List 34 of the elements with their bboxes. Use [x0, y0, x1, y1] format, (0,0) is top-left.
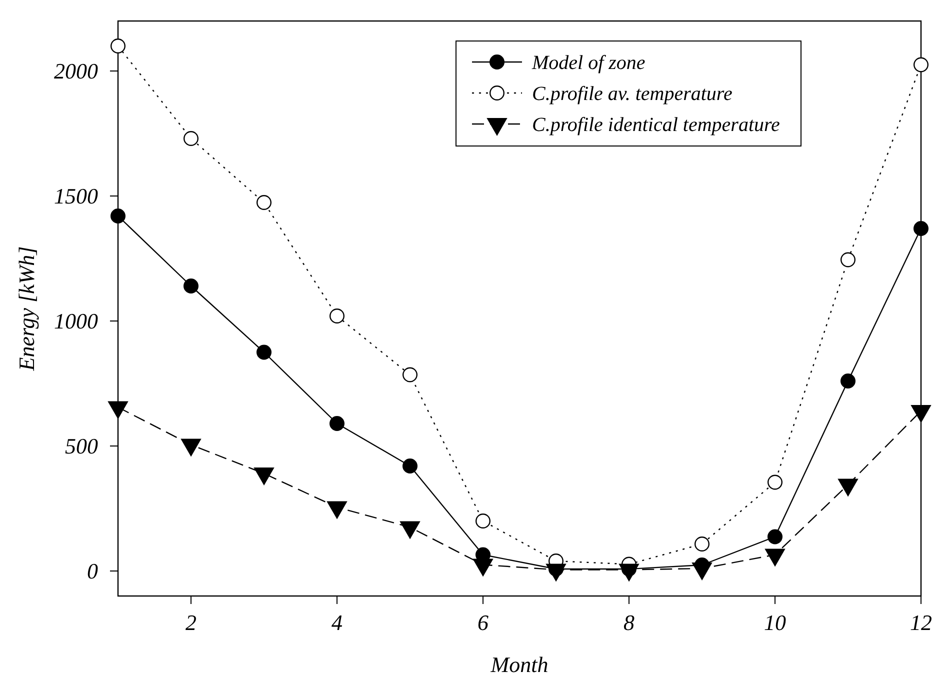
point [694, 536, 710, 552]
y-tick-label: 2000 [54, 58, 98, 84]
point [256, 195, 272, 210]
x-tick-label: 12 [910, 610, 932, 635]
point [402, 458, 418, 474]
x-tick-label: 6 [478, 610, 488, 635]
y-axis-title: Energy [kWh] [14, 246, 39, 372]
point [183, 131, 199, 146]
point [183, 278, 199, 294]
point [402, 367, 418, 382]
point [840, 374, 856, 388]
point [767, 474, 783, 490]
legend-label: Model of zone [531, 52, 646, 74]
legend-label: C.profile av. temperature [532, 83, 732, 105]
point [913, 57, 929, 72]
point [110, 38, 126, 54]
y-tick-label: 0 [87, 558, 98, 584]
y-tick-label: 1000 [54, 308, 98, 334]
point [840, 252, 856, 268]
point [329, 416, 345, 431]
y-tick-label: 1500 [54, 184, 98, 209]
point [110, 208, 126, 224]
point [913, 221, 929, 236]
y-tick-label: 500 [65, 434, 98, 459]
point [475, 514, 491, 528]
point [329, 308, 345, 324]
point [767, 529, 783, 544]
x-tick-label: 10 [764, 610, 786, 635]
point [256, 344, 272, 360]
legend-label: C.profile identical temperature [532, 114, 780, 136]
x-tick-label: 2 [186, 610, 196, 635]
x-tick-label: 8 [624, 610, 634, 635]
x-axis-title: Month [490, 652, 548, 677]
x-tick-label: 4 [332, 610, 342, 635]
